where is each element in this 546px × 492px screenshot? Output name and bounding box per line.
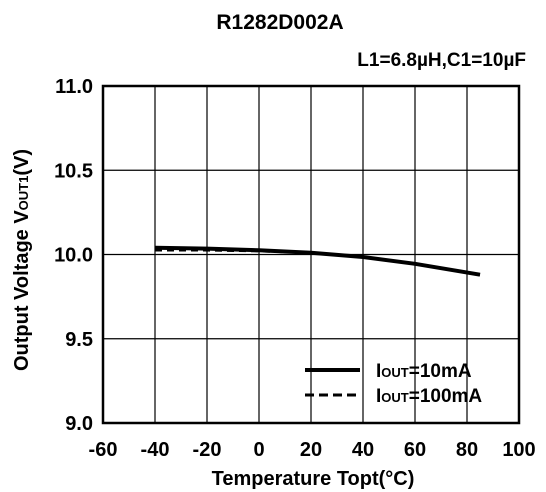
series-line-100ma [155, 249, 481, 276]
legend-label-sub: OUT [381, 390, 409, 405]
x-tick-label: -60 [89, 439, 118, 461]
y-tick-labels: 9.0 9.5 10.0 10.5 11.0 [54, 76, 93, 435]
chart-title: R1282D002A [216, 11, 343, 34]
legend-label-pre: I [376, 386, 381, 407]
chart-subtitle: L1=6.8µH,C1=10µF [357, 50, 526, 71]
y-tick-label: 9.5 [65, 329, 93, 351]
x-tick-label: 80 [456, 439, 478, 461]
x-tick-label: 100 [502, 439, 535, 461]
y-axis-label-pre: Output Voltage V [11, 210, 33, 371]
plot-frame [101, 84, 521, 425]
x-tick-label: 0 [253, 439, 264, 461]
y-axis-label-post: (V) [11, 149, 33, 176]
x-axis-label: Temperature Topt(°C) [212, 468, 415, 490]
x-tick-label: 40 [352, 439, 374, 461]
x-tick-label: 60 [404, 439, 426, 461]
x-tick-labels: -60 -40 -20 0 20 40 60 80 100 [89, 439, 536, 461]
x-tick-label: -20 [193, 439, 222, 461]
y-tick-label: 10.0 [54, 245, 93, 267]
legend-label-sub: OUT [381, 365, 409, 380]
x-tick-label: 20 [300, 439, 322, 461]
y-tick-label: 9.0 [65, 413, 93, 435]
y-axis-label: Output Voltage VOUT1(V) [11, 149, 33, 371]
series-layer [154, 245, 481, 277]
y-tick-label: 11.0 [55, 76, 93, 98]
series-line-10ma [154, 245, 481, 277]
legend-label-pre: I [376, 361, 381, 382]
legend-label: IOUT=10mA [376, 361, 472, 382]
x-tick-label: -40 [141, 439, 170, 461]
y-tick-label: 10.5 [54, 160, 93, 182]
legend-label: IOUT=100mA [376, 386, 482, 407]
legend-label-post: =100mA [409, 386, 483, 407]
legend-label-post: =10mA [409, 361, 472, 382]
y-axis-label-sub: OUT1 [16, 176, 31, 211]
